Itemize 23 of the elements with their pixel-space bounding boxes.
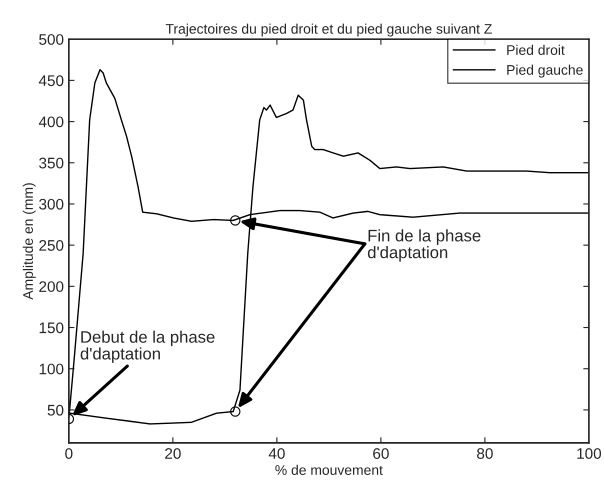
y-tick-label: 350 — [39, 158, 64, 168]
x-tick-label: 40 — [268, 448, 285, 459]
legend-label: Pied gauche — [507, 64, 583, 78]
x-tick-label: 80 — [477, 448, 493, 459]
x-tick-label: 0 — [65, 448, 73, 459]
y-tick-label: 450 — [38, 75, 64, 86]
annotation: Debut de la phase d'daptation — [80, 330, 215, 363]
y-tick-label: 100 — [40, 364, 64, 374]
legend-label: Pied droit — [507, 44, 565, 55]
y-tick-label: 500 — [39, 34, 64, 45]
y-tick-label: 200 — [39, 281, 64, 292]
y-tick-label: 50 — [48, 404, 64, 416]
y-axis-title: Amplitude en (mm) — [22, 183, 36, 300]
y-tick-label: 150 — [40, 322, 64, 334]
x-axis-title: % de mouvement — [275, 464, 383, 475]
x-tick-label: 60 — [373, 448, 389, 459]
chart-title: Trajectoires du pied droit et du pied gauche suivant Z — [166, 24, 492, 37]
x-tick-label: 20 — [165, 448, 181, 459]
x-tick-label: 100 — [577, 448, 602, 459]
y-tick-label: 250 — [39, 240, 64, 251]
annotation: Fin de la phase d'daptation — [368, 229, 480, 262]
y-tick-label: 300 — [39, 198, 64, 210]
y-tick-label: 400 — [38, 116, 64, 128]
